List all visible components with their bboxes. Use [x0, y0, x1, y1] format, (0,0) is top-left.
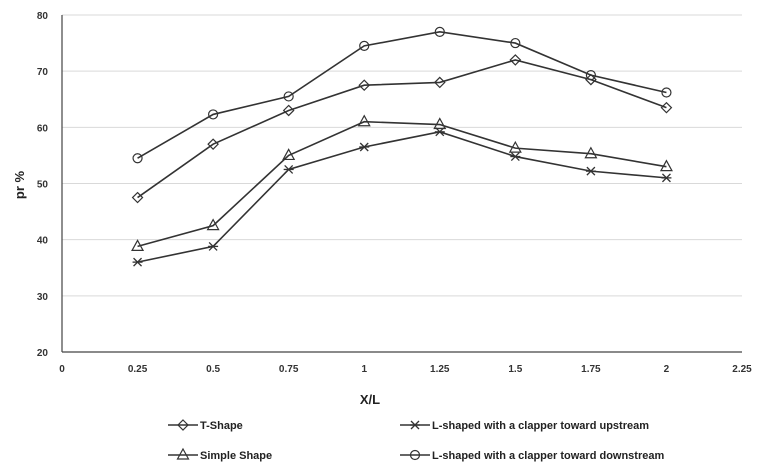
- axes: [61, 15, 742, 353]
- data-point: [434, 127, 445, 137]
- data-point: [206, 218, 220, 231]
- data-point: [661, 87, 672, 98]
- data-point: [131, 239, 145, 252]
- star-stroke: [661, 173, 671, 183]
- data-point: [508, 140, 522, 153]
- series-2: [132, 127, 672, 267]
- legend-label: Simple Shape: [200, 450, 272, 462]
- data-point: [282, 104, 295, 117]
- legend-item: T-Shape: [168, 419, 243, 432]
- star-stroke: [359, 142, 369, 152]
- x-tick-label: 0.25: [128, 364, 148, 375]
- series-line: [137, 131, 667, 263]
- x-tick-label: 1.75: [581, 364, 601, 375]
- star-stroke: [510, 152, 520, 161]
- series-1: [131, 54, 673, 204]
- legend-label: T-Shape: [200, 420, 243, 432]
- series-3: [131, 114, 673, 252]
- star-stroke: [133, 257, 143, 267]
- data-point: [208, 109, 219, 120]
- legend-item: L-shaped with a clapper toward upstream: [400, 420, 649, 432]
- tick-labels: 20 30 40 50 60 70 80 0 0.25 0.5 0.75 1 1.25 1.5 1.75 2 2…: [37, 11, 752, 375]
- x-axis-title: X/L: [360, 392, 380, 407]
- star-stroke: [410, 420, 420, 430]
- legend-marker: [176, 447, 190, 460]
- legend-label: L-shaped with a clapper toward downstrea…: [432, 450, 664, 462]
- legend-marker: [409, 449, 421, 461]
- series-line: [137, 59, 667, 199]
- y-tick-label: 80: [37, 11, 49, 22]
- series-line: [137, 31, 667, 159]
- star-stroke: [586, 166, 596, 176]
- x-tick-label: 1.25: [430, 364, 450, 375]
- data-point: [433, 76, 446, 89]
- data-point: [283, 164, 294, 174]
- x-tick-label: 1: [361, 364, 367, 375]
- data-point: [585, 69, 596, 81]
- x-tick-label: 0.75: [279, 364, 299, 375]
- data-point: [661, 173, 672, 183]
- x-tick-label: 0: [59, 364, 65, 375]
- y-tick-label: 20: [37, 348, 49, 359]
- grid-lines: [62, 14, 742, 297]
- star-stroke: [435, 127, 445, 137]
- data-point: [359, 142, 370, 152]
- y-tick-label: 70: [37, 67, 49, 78]
- data-point: [433, 117, 447, 130]
- x-tick-label: 1.5: [508, 364, 522, 375]
- y-tick-label: 40: [37, 236, 49, 247]
- data-point: [208, 241, 219, 251]
- data-point: [357, 114, 371, 127]
- series-group: [131, 26, 673, 267]
- data-point: [132, 153, 143, 164]
- y-tick-label: 30: [37, 292, 49, 303]
- legend-item: L-shaped with a clapper toward downstrea…: [400, 449, 664, 462]
- data-point: [282, 148, 296, 161]
- y-tick-label: 60: [37, 123, 49, 134]
- series-line: [137, 120, 667, 248]
- data-point: [659, 159, 673, 172]
- star-stroke: [284, 164, 294, 174]
- x-tick-label: 0.5: [206, 364, 220, 375]
- series-4: [132, 26, 672, 164]
- data-point: [283, 91, 294, 102]
- data-point: [132, 257, 143, 267]
- legend-marker: [410, 420, 420, 430]
- legend: T-Shape L-shaped with a clapper toward up…: [168, 419, 664, 462]
- y-tick-label: 50: [37, 180, 49, 191]
- data-point: [510, 37, 521, 49]
- data-point: [207, 138, 219, 151]
- data-point: [660, 101, 673, 114]
- data-point: [358, 79, 371, 92]
- legend-label: L-shaped with a clapper toward upstream: [432, 420, 649, 432]
- legend-marker: [177, 419, 189, 431]
- star-stroke: [208, 241, 218, 251]
- data-point: [131, 191, 144, 204]
- x-tick-label: 2: [664, 364, 670, 375]
- data-point: [509, 54, 522, 66]
- legend-item: Simple Shape: [168, 447, 272, 462]
- data-point: [434, 26, 445, 37]
- data-point: [510, 152, 521, 161]
- data-point: [584, 146, 598, 159]
- y-axis-title: pr %: [12, 170, 27, 199]
- x-tick-label: 2.25: [732, 364, 752, 375]
- data-point: [585, 166, 596, 176]
- data-point: [359, 40, 370, 51]
